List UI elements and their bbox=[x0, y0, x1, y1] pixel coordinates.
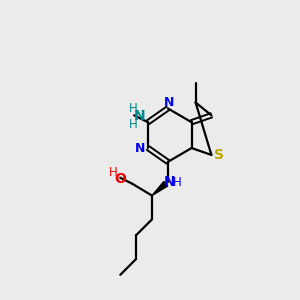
Text: N: N bbox=[135, 142, 145, 154]
Text: N: N bbox=[164, 175, 176, 189]
Polygon shape bbox=[152, 182, 168, 196]
Text: S: S bbox=[214, 148, 224, 162]
Text: H: H bbox=[129, 118, 137, 131]
Text: H: H bbox=[109, 166, 118, 179]
Text: N: N bbox=[133, 109, 145, 123]
Text: H: H bbox=[173, 176, 182, 189]
Text: H: H bbox=[129, 102, 137, 115]
Text: O: O bbox=[114, 172, 126, 186]
Text: N: N bbox=[164, 96, 174, 109]
